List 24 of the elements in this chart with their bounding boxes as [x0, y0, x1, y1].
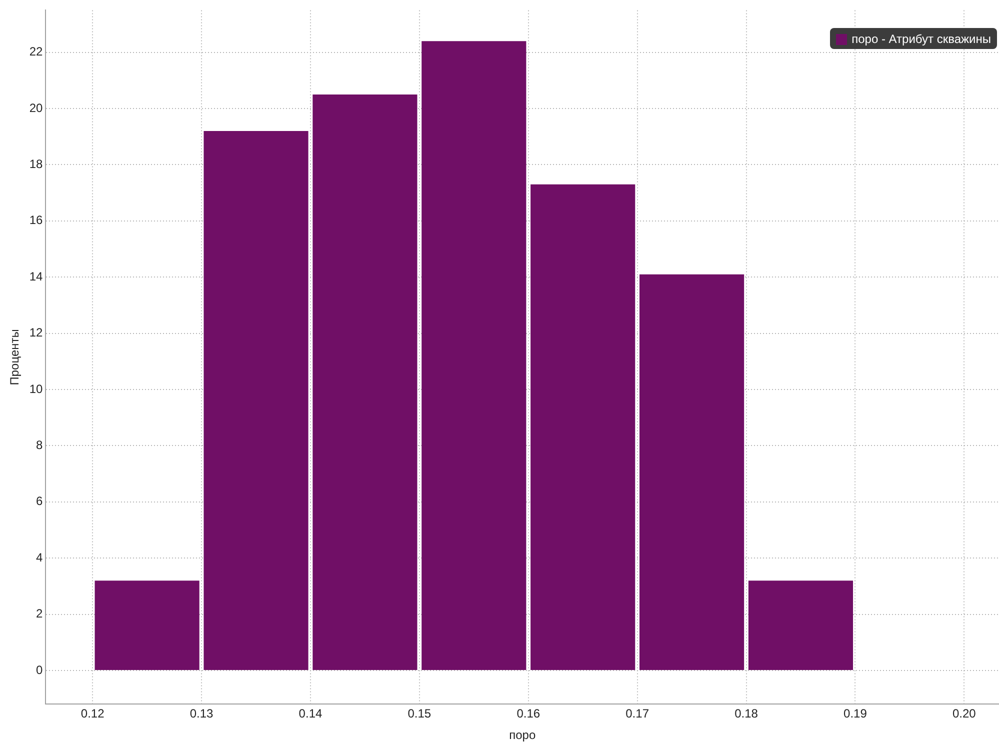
y-tick-label: 0	[36, 662, 44, 677]
y-tick-label: 2	[36, 606, 44, 621]
y-tick-label: 18	[29, 157, 44, 172]
y-tick-label: 12	[29, 326, 44, 340]
x-tick-label: 0.18	[734, 706, 758, 721]
x-tick-label: 0.15	[408, 706, 432, 721]
x-tick-label: 0.16	[516, 706, 540, 721]
x-tick-label: 0.13	[190, 706, 214, 721]
y-tick-label: 4	[36, 550, 44, 564]
x-tick-label: 0.14	[298, 706, 322, 721]
legend-label: поро - Атрибут скважины	[852, 32, 991, 46]
x-tick-label: 0.19	[844, 706, 868, 721]
x-tick-label: 0.20	[952, 706, 976, 721]
y-axis-title: Проценты	[8, 329, 22, 386]
y-tick-label: 22	[29, 44, 44, 59]
y-tick-label: 14	[29, 269, 44, 284]
y-tick-label: 16	[29, 213, 44, 228]
y-tick-label: 10	[29, 382, 44, 396]
y-tick-label: 20	[29, 100, 44, 115]
y-tick-label: 6	[36, 494, 44, 508]
y-tick-label: 8	[36, 438, 44, 452]
x-tick-label: 0.12	[80, 706, 105, 721]
x-tick-label: 0.17	[626, 706, 650, 721]
x-axis-title: поро	[509, 728, 536, 742]
